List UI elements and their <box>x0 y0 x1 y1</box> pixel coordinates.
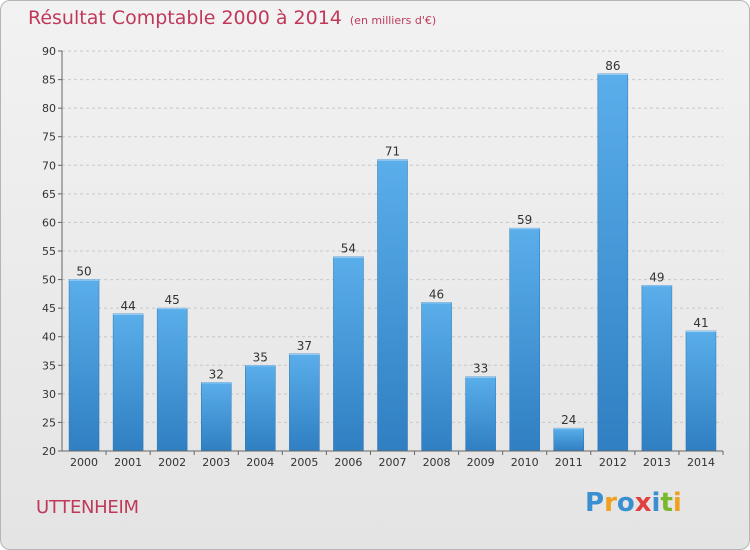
chart-subtitle: (en milliers d'€) <box>349 14 437 27</box>
logo-letter: i <box>672 488 682 518</box>
bar-2011 <box>553 427 585 452</box>
bar-2006 <box>333 256 364 452</box>
y-tick-label: 30 <box>42 388 56 401</box>
data-label: 71 <box>385 145 400 159</box>
x-tick-label: 2007 <box>379 456 407 469</box>
bar-2012 <box>597 73 629 452</box>
bars: 50 44 45 32 35 37 54 71 46 33 59 24 86 49 41 <box>68 59 717 452</box>
data-label: 46 <box>429 287 444 301</box>
y-tick-label: 80 <box>42 102 56 115</box>
data-label: 86 <box>605 59 620 73</box>
data-label: 37 <box>297 339 312 353</box>
logo-letter: o <box>616 488 635 518</box>
x-tick-label: 2011 <box>555 456 583 469</box>
x-tick-label: 2003 <box>202 456 230 469</box>
x-tick-label: 2001 <box>114 456 142 469</box>
y-tick-label: 65 <box>42 188 56 201</box>
y-tick-label: 85 <box>42 74 56 87</box>
y-tick-label: 45 <box>42 302 56 315</box>
bar-2002 <box>156 307 188 452</box>
x-tick-label: 2000 <box>70 456 98 469</box>
data-label: 32 <box>209 367 224 381</box>
x-tick-label: 2012 <box>599 456 627 469</box>
bar-2001 <box>112 313 144 452</box>
data-label: 33 <box>473 362 488 376</box>
y-tick-label: 20 <box>42 445 56 458</box>
chart-title-text: Résultat Comptable 2000 à 2014 <box>28 7 342 29</box>
bar-2008 <box>421 302 452 452</box>
axes: 20 25 30 35 40 45 50 55 60 65 70 75 80 85 90 2000 2001 20… <box>42 45 724 469</box>
bar-2014 <box>685 330 717 452</box>
bar-2010 <box>509 227 540 452</box>
x-tick-label: 2009 <box>467 456 495 469</box>
y-tick-label: 55 <box>42 245 56 258</box>
data-label: 41 <box>693 316 708 330</box>
bar-2005 <box>289 353 320 452</box>
x-tick-label: 2006 <box>334 456 362 469</box>
x-tick-label: 2014 <box>687 456 715 469</box>
data-label: 44 <box>120 299 135 313</box>
y-tick-label: 75 <box>42 131 56 144</box>
y-tick-label: 90 <box>42 45 56 58</box>
y-tick-label: 50 <box>42 274 56 287</box>
logo-letter: x <box>634 488 652 518</box>
data-label: 45 <box>165 293 180 307</box>
x-tick-label: 2008 <box>423 456 451 469</box>
bar-2004 <box>245 365 276 452</box>
x-tick-label: 2002 <box>158 456 186 469</box>
bar-2000 <box>68 279 100 452</box>
data-label: 49 <box>649 270 664 284</box>
logo-letter: i <box>651 488 661 518</box>
x-tick-label: 2005 <box>290 456 318 469</box>
bar-2003 <box>200 382 232 452</box>
x-tick-label: 2010 <box>511 456 539 469</box>
data-label: 54 <box>341 242 356 256</box>
chart-title: Résultat Comptable 2000 à 2014 (en millie… <box>28 7 436 29</box>
proxiti-logo: Proxiti <box>585 488 682 518</box>
x-tick-label: 2013 <box>643 456 671 469</box>
data-label: 35 <box>253 350 268 364</box>
bar-2007 <box>377 159 408 452</box>
y-tick-label: 35 <box>42 359 56 372</box>
logo-letter: r <box>604 488 617 518</box>
logo-letter: t <box>660 488 673 518</box>
bar-2013 <box>641 285 673 452</box>
y-tick-label: 60 <box>42 216 56 229</box>
y-tick-label: 40 <box>42 331 56 344</box>
y-tick-label: 70 <box>42 159 56 172</box>
commune-name: UTTENHEIM <box>36 497 139 518</box>
logo-letter: P <box>585 488 605 518</box>
x-tick-label: 2004 <box>246 456 274 469</box>
data-label: 50 <box>76 265 91 279</box>
y-tick-label: 25 <box>42 416 56 429</box>
data-label: 24 <box>561 413 576 427</box>
data-label: 59 <box>517 213 532 227</box>
bar-2009 <box>465 376 496 452</box>
